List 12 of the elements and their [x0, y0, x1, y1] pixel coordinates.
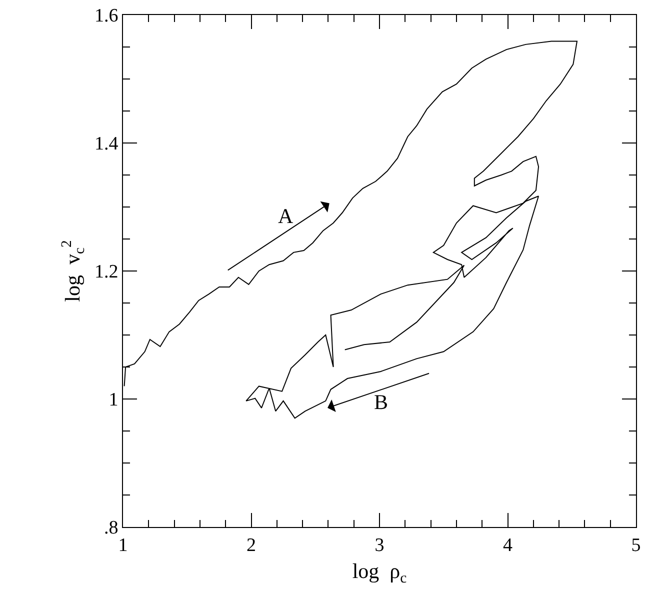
y-tick-label: 1.4 [94, 134, 119, 155]
annotation: A [278, 204, 294, 228]
x-axis-title: log ρ$_{c}$ [352, 559, 408, 586]
y-tick-label: .8 [104, 518, 118, 539]
x-tick-label: 3 [374, 534, 384, 556]
x-tick-label: 4 [503, 534, 513, 556]
y-tick-label: 1.2 [94, 262, 118, 283]
y-tick-label: 1 [108, 390, 118, 411]
y-tick-label: 1.6 [94, 6, 118, 27]
annotation: B [374, 390, 388, 414]
x-tick-label: 5 [631, 534, 641, 556]
x-tick-label: 2 [246, 534, 256, 556]
